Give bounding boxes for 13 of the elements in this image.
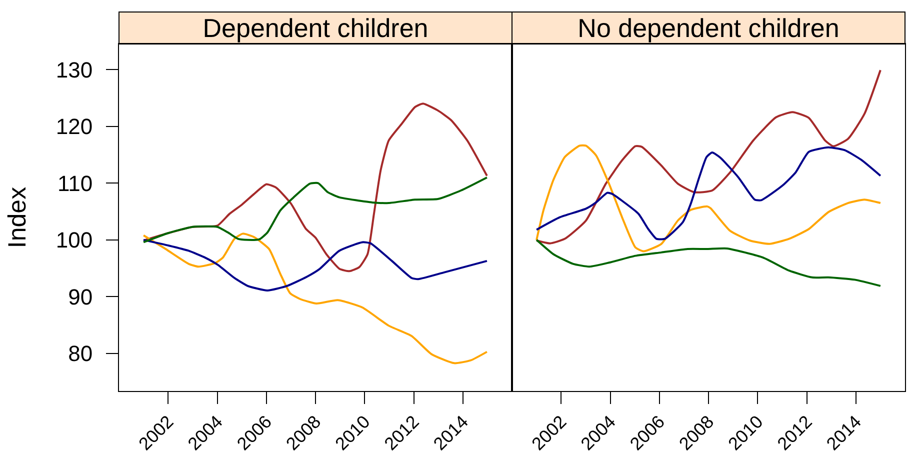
y-tick-label: 100 <box>56 228 93 253</box>
line-series <box>142 232 488 364</box>
y-tick-label: 80 <box>68 341 93 366</box>
y-tick-label: 120 <box>56 114 93 140</box>
line-series <box>142 238 488 292</box>
y-tick-label: 110 <box>58 170 93 196</box>
y-tick-label: 130 <box>56 57 93 82</box>
chart-title: No dependent children <box>578 13 840 44</box>
chart-title: Dependent children <box>202 13 428 44</box>
line-series <box>142 176 488 244</box>
line-series <box>142 102 488 272</box>
y-axis-title: Index <box>4 186 32 248</box>
y-tick-label: 90 <box>68 284 93 310</box>
